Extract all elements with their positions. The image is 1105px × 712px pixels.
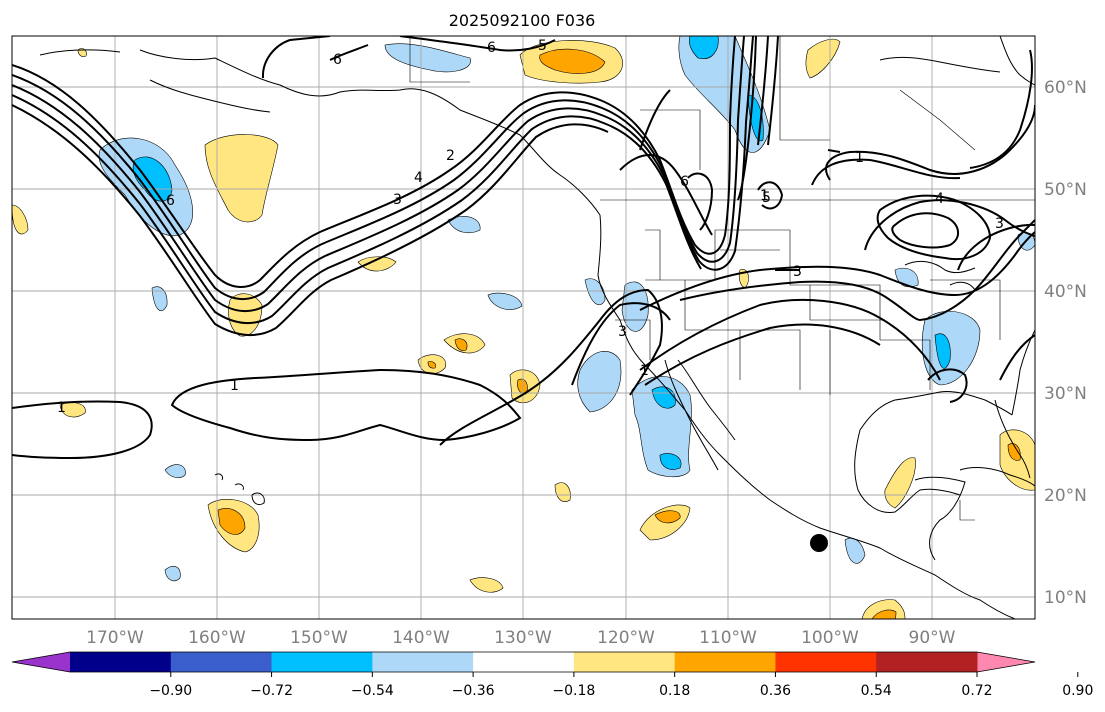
latitude-labels: 60°N 50°N 40°N 30°N 20°N 10°N <box>1044 78 1087 608</box>
contour-label: 4 <box>414 170 423 186</box>
longitude-labels: 170°W 160°W 150°W 140°W 130°W 120°W 110°… <box>86 628 956 648</box>
lon-label: 90°W <box>909 628 956 648</box>
colorbar-segment <box>372 652 474 672</box>
contour-label: 6 <box>333 52 342 68</box>
colorbar-tick-label: 0.36 <box>760 683 791 699</box>
colorbar-segment <box>775 652 877 672</box>
colorbar-tick-label: −0.72 <box>250 683 293 699</box>
lon-label: 100°W <box>801 628 859 648</box>
lat-label: 60°N <box>1044 78 1087 98</box>
colorbar: −0.90 −0.72 −0.54 −0.36 −0.18 0.18 0.36 0.54 0.7… <box>11 651 1093 699</box>
contour-lines <box>12 36 1035 460</box>
colorbar-segments <box>11 651 1036 673</box>
colorbar-segment <box>674 652 776 672</box>
lon-label: 160°W <box>188 628 246 648</box>
colorbar-segment <box>271 652 373 672</box>
contour-label: 2 <box>446 148 455 164</box>
contour-label: 3 <box>393 192 402 208</box>
positive-anomaly-shading <box>12 38 1035 619</box>
colorbar-tick-label: −0.90 <box>149 683 192 699</box>
colorbar-tick-label: −0.36 <box>452 683 495 699</box>
contour-label: 3 <box>995 216 1004 232</box>
lon-label: 140°W <box>392 628 450 648</box>
graticule <box>12 36 1035 619</box>
colorbar-tick-label: 0.90 <box>1062 683 1093 699</box>
contour-label: 3 <box>793 264 802 280</box>
contour-label: 1 <box>57 400 66 416</box>
colorbar-segment <box>573 652 676 672</box>
contour-labels: 6 5 6 6 2 3 4 1 5 6 1 1 4 3 3 3 1 1 <box>57 38 1004 416</box>
lat-label: 20°N <box>1044 486 1087 506</box>
lat-label: 50°N <box>1044 180 1087 200</box>
colorbar-segment <box>876 652 978 672</box>
contour-label: 1 <box>640 363 649 379</box>
contour-label: 1 <box>855 150 864 166</box>
lat-label: 40°N <box>1044 282 1087 302</box>
contour-label: 1 <box>760 188 769 204</box>
colorbar-extend-max <box>977 652 1035 672</box>
colorbar-labels: −0.90 −0.72 −0.54 −0.36 −0.18 0.18 0.36 0.54 0.7… <box>149 683 1093 699</box>
colorbar-segment <box>170 652 273 672</box>
lon-label: 130°W <box>494 628 552 648</box>
lat-label: 10°N <box>1044 588 1087 608</box>
colorbar-tick-label: −0.18 <box>552 683 595 699</box>
colorbar-segment <box>70 652 172 672</box>
contour-label: 1 <box>230 378 239 394</box>
colorbar-extend-min <box>12 652 70 672</box>
lon-label: 170°W <box>86 628 144 648</box>
colorbar-tick-label: 0.54 <box>861 683 892 699</box>
lon-label: 120°W <box>597 628 655 648</box>
colorbar-tick-label: 0.18 <box>659 683 690 699</box>
contour-label: 4 <box>935 191 944 207</box>
map-frame <box>11 35 1036 620</box>
contour-label: 6 <box>487 40 496 56</box>
coastlines <box>39 36 1035 619</box>
contour-label: 6 <box>166 193 175 209</box>
storm-position-marker <box>810 534 828 552</box>
map-title: 2025092100 F036 <box>449 11 596 30</box>
colorbar-tick-label: −0.54 <box>351 683 394 699</box>
lon-label: 110°W <box>699 628 757 648</box>
colorbar-outline <box>11 651 1036 673</box>
contour-label: 3 <box>618 324 627 340</box>
colorbar-ticks <box>170 672 1079 677</box>
colorbar-segment <box>473 652 575 672</box>
contour-label: 5 <box>538 38 547 54</box>
lon-label: 150°W <box>290 628 348 648</box>
contour-label: 6 <box>680 174 689 190</box>
map-panel: 6 5 6 6 2 3 4 1 5 6 1 1 4 3 3 3 1 1 <box>12 36 1035 619</box>
lat-label: 30°N <box>1044 384 1087 404</box>
contour-label: 5 <box>762 190 771 206</box>
colorbar-tick-label: 0.72 <box>961 683 992 699</box>
